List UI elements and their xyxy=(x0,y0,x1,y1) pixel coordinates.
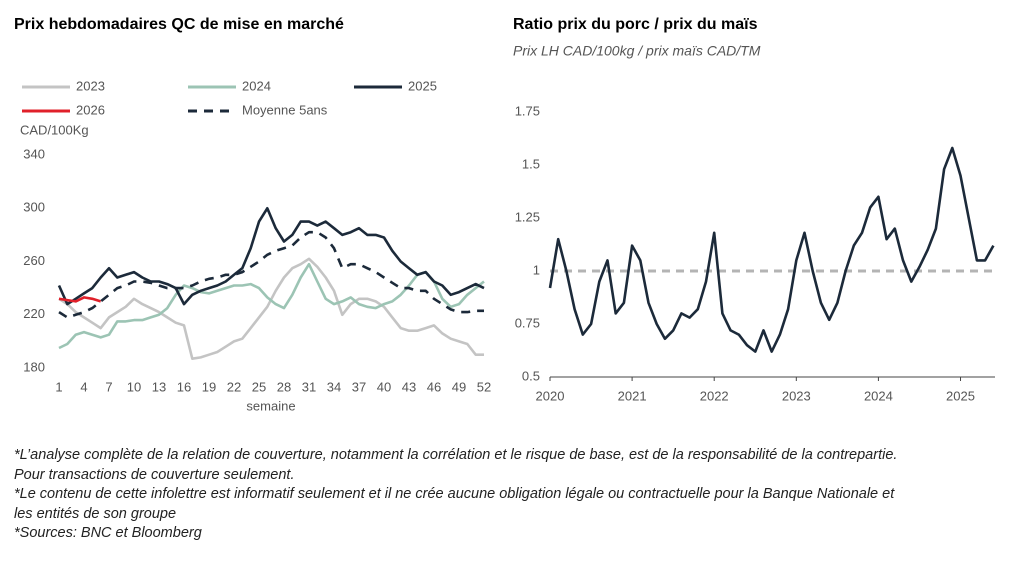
x-tick-label: 25 xyxy=(252,379,266,394)
series-line xyxy=(548,146,995,353)
series-line xyxy=(58,262,485,350)
x-tick-label: 16 xyxy=(177,379,191,394)
series-line xyxy=(57,207,485,306)
x-tick-label: 46 xyxy=(427,379,441,394)
y-tick-label: 0.5 xyxy=(522,368,540,383)
x-tick-label: 2023 xyxy=(782,388,811,403)
chart-title: Prix hebdomadaires QC de mise en marché xyxy=(14,16,344,33)
charts: Prix hebdomadaires QC de mise en marché … xyxy=(14,16,995,413)
x-axis-label: semaine xyxy=(246,398,295,413)
x-tick-label: 13 xyxy=(152,379,166,394)
x-tick-label: 37 xyxy=(352,379,366,394)
x-tick-label: 19 xyxy=(202,379,216,394)
y-tick-label: 180 xyxy=(23,359,45,374)
chart-subtitle: Prix LH CAD/100kg / prix maïs CAD/TM xyxy=(513,43,761,59)
x-tick-label: 28 xyxy=(277,379,291,394)
chart-title: Ratio prix du porc / prix du maïs xyxy=(513,16,758,33)
y-tick-label: 0.75 xyxy=(515,315,540,330)
legend-label: Moyenne 5ans xyxy=(242,102,328,117)
x-tick-label: 40 xyxy=(377,379,391,394)
x-tick-label: 31 xyxy=(302,379,316,394)
legend-label: 2026 xyxy=(76,102,105,117)
x-tick-label: 34 xyxy=(327,379,341,394)
note: *Le contenu de cette infolettre est info… xyxy=(14,486,895,522)
legend-label: 2023 xyxy=(76,78,105,93)
y-tick-label: 260 xyxy=(23,253,45,268)
note: *L’analyse complète de la relation de co… xyxy=(14,447,898,483)
y-tick-label: 220 xyxy=(23,306,45,321)
x-tick-label: 4 xyxy=(80,379,87,394)
x-tick-label: 2024 xyxy=(864,388,893,403)
y-tick-label: 1.75 xyxy=(515,103,540,118)
x-tick-label: 2020 xyxy=(536,388,565,403)
legend-label: 2025 xyxy=(408,78,437,93)
series-line xyxy=(58,257,484,360)
y-tick-label: 1 xyxy=(533,262,540,277)
x-tick-label: 2022 xyxy=(700,388,729,403)
note: *Sources: BNC et Bloomberg xyxy=(14,525,202,541)
y-tick-label: 300 xyxy=(23,200,45,215)
y-axis-label: CAD/100Kg xyxy=(20,122,89,137)
x-tick-label: 2021 xyxy=(618,388,647,403)
x-tick-label: 7 xyxy=(105,379,112,394)
x-tick-label: 10 xyxy=(127,379,141,394)
legend-label: 2024 xyxy=(242,78,271,93)
y-tick-label: 1.25 xyxy=(515,209,540,224)
x-tick-label: 2025 xyxy=(946,388,975,403)
x-tick-label: 52 xyxy=(477,379,491,394)
series-line xyxy=(58,230,484,319)
y-tick-label: 1.5 xyxy=(522,156,540,171)
x-tick-label: 49 xyxy=(452,379,466,394)
notes: *L’analyse complète de la relation de co… xyxy=(14,446,914,544)
x-tick-label: 1 xyxy=(55,379,62,394)
x-tick-label: 22 xyxy=(227,379,241,394)
series-line xyxy=(58,296,102,303)
y-tick-label: 340 xyxy=(23,146,45,161)
x-tick-label: 43 xyxy=(402,379,416,394)
